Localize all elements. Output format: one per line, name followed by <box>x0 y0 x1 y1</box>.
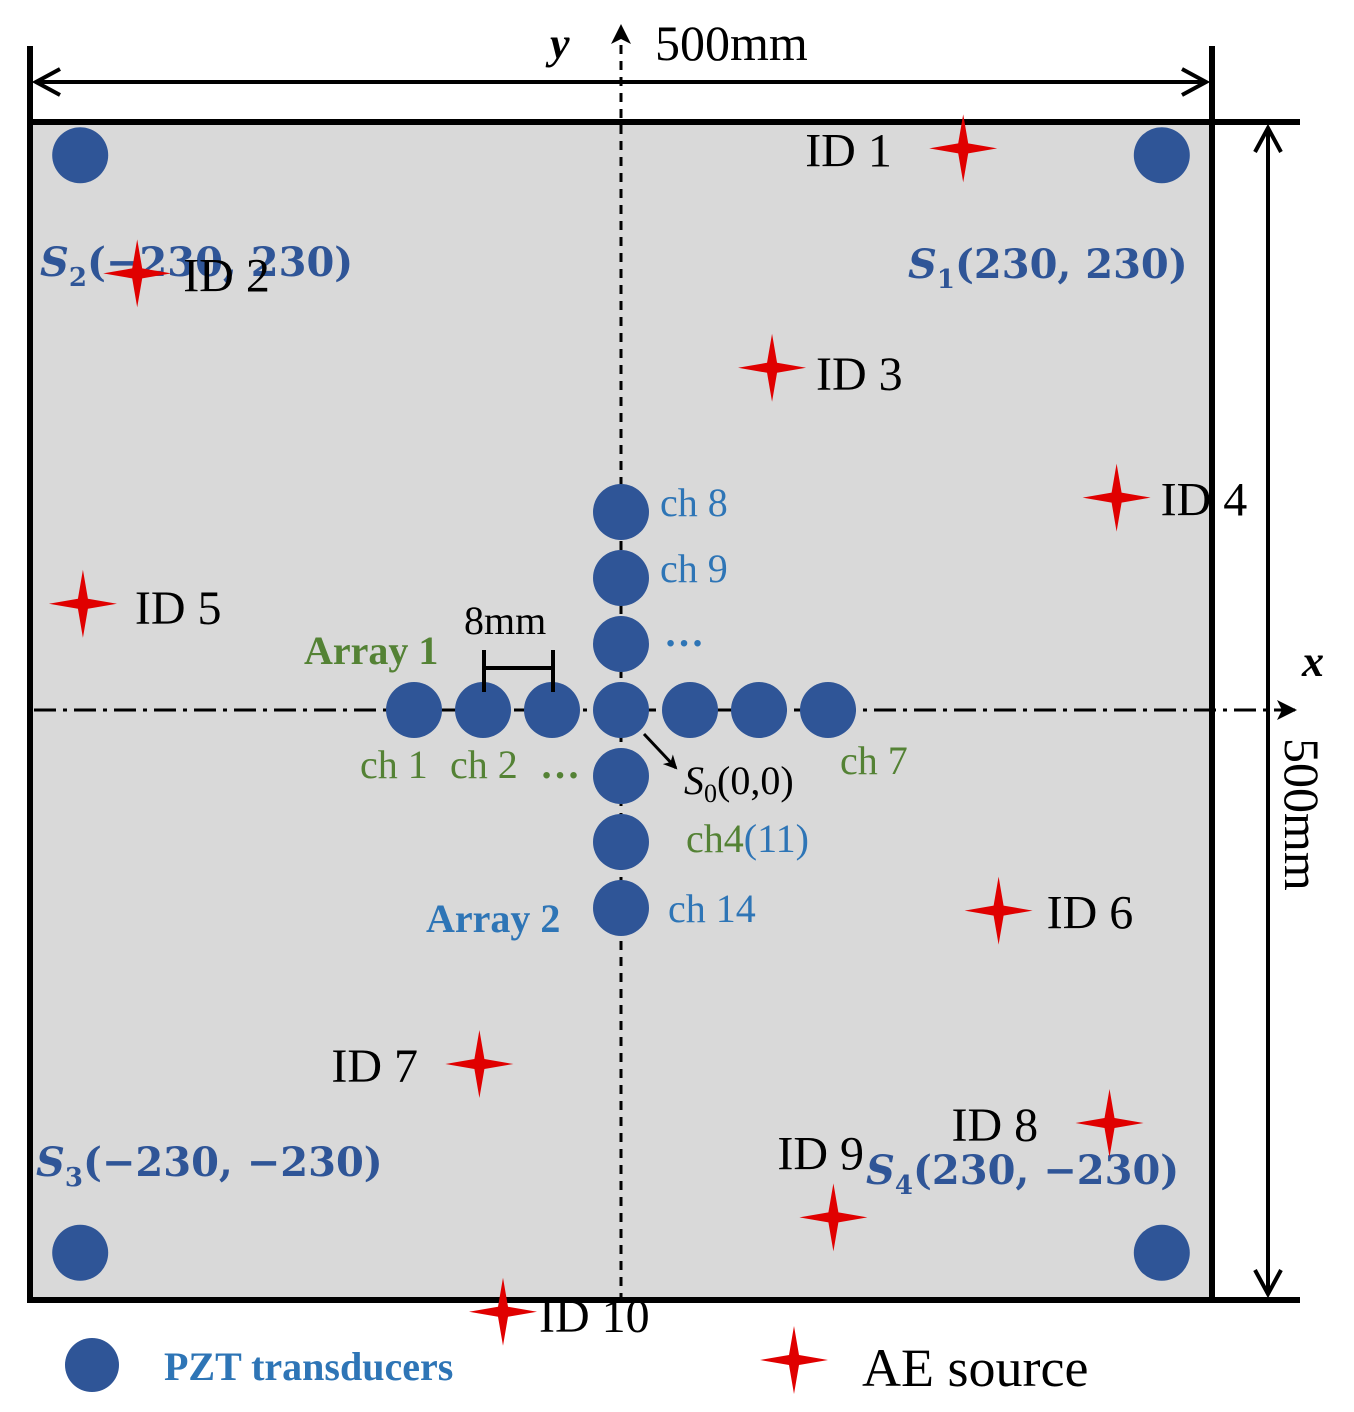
array1-label: Array 1 <box>304 628 438 673</box>
sensors-layer: S1(230, 230)S2(−230, 230)S3(−230, −230) S… <box>36 127 1190 1281</box>
ae-source-marker-10 <box>469 1277 537 1346</box>
corner-sensor-s4 <box>1133 1224 1190 1281</box>
ae-source-marker-1 <box>929 114 998 183</box>
legend-ae-source-label: AE source <box>862 1338 1088 1398</box>
ae-source-marker-7 <box>445 1030 514 1098</box>
ae-source-label-7: ID 7 <box>331 1040 418 1093</box>
array-pitch-marker <box>482 650 555 692</box>
array2-element-1 <box>593 484 649 540</box>
height-dimension-label: 500mm <box>1274 738 1330 891</box>
origin-label: S0(0,0) <box>684 758 794 808</box>
ae-source-label-6: ID 6 <box>1047 887 1134 940</box>
ch1-label: ch 1 <box>360 742 428 787</box>
ch14-label: ch 14 <box>668 886 756 931</box>
array-layer <box>386 484 856 936</box>
array1-element-5 <box>662 682 718 738</box>
array1-element-1 <box>386 682 442 738</box>
array1-element-2 <box>455 682 511 738</box>
corner-sensor-s2 <box>52 127 109 184</box>
width-dimension-label: 500mm <box>655 15 808 71</box>
ae-source-label-1: ID 1 <box>805 124 892 177</box>
ae-source-marker-3 <box>738 333 807 402</box>
corner-sensor-s3 <box>52 1224 109 1281</box>
array2-label: Array 2 <box>426 896 560 941</box>
legend-star-shape <box>760 1326 828 1394</box>
ae-source-label-9: ID 9 <box>777 1127 864 1180</box>
array1-element-4 <box>593 682 649 738</box>
ae-source-marker-4 <box>1082 463 1151 532</box>
corner-sensor-label-s1: S1(230, 230) <box>908 241 1188 295</box>
array2-element-3 <box>593 616 649 672</box>
ch9-label: ch 9 <box>660 546 728 591</box>
array-pitch-label: 8mm <box>464 598 546 643</box>
origin-pointer-arrow <box>642 732 678 770</box>
ae-source-label-8: ID 8 <box>952 1099 1039 1152</box>
ae-source-marker-5 <box>48 569 117 638</box>
ae-source-label-5: ID 5 <box>135 582 222 635</box>
legend-ae-source-marker <box>760 1326 828 1394</box>
ae-source-marker-8 <box>1075 1089 1144 1157</box>
ae-source-marker-2 <box>103 239 172 308</box>
ae-source-marker-9 <box>799 1183 868 1252</box>
ae-source-label-10: ID 10 <box>539 1290 650 1343</box>
array2-element-5 <box>593 748 649 804</box>
array1-element-3 <box>524 682 580 738</box>
ch8-label: ch 8 <box>660 480 728 525</box>
array2-element-2 <box>593 550 649 606</box>
ch7-label: ch 7 <box>840 738 908 783</box>
array1-element-7 <box>800 682 856 738</box>
x-axis-label: x <box>1301 637 1324 686</box>
corner-sensor-s1 <box>1133 127 1190 184</box>
corner-sensor-label-s4: S4(230, −230) <box>866 1147 1179 1201</box>
ch4-label: ch4(11) <box>686 816 809 861</box>
horizontal-ellipsis: … <box>540 742 580 787</box>
array1-element-6 <box>731 682 787 738</box>
ae-source-marker-6 <box>964 876 1033 945</box>
ch2-label: ch 2 <box>450 742 518 787</box>
legend-transducer-label: PZT transducers <box>164 1344 453 1389</box>
ae-source-label-4: ID 4 <box>1161 474 1248 527</box>
ae-source-label-3: ID 3 <box>816 348 903 401</box>
ae-source-label-2: ID 2 <box>183 249 270 302</box>
corner-sensor-label-s3: S3(−230, −230) <box>36 1139 383 1193</box>
vertical-ellipsis: … <box>664 610 704 655</box>
ae-sources-layer: ID 1 ID 2 ID 3 ID 4 ID 5 ID 6 ID 7 ID 8 ID 9 ID 1… <box>48 114 1248 1346</box>
y-axis-label: y <box>545 19 570 68</box>
array2-element-7 <box>593 880 649 936</box>
array2-element-6 <box>593 814 649 870</box>
legend-transducer-marker <box>65 1338 119 1392</box>
